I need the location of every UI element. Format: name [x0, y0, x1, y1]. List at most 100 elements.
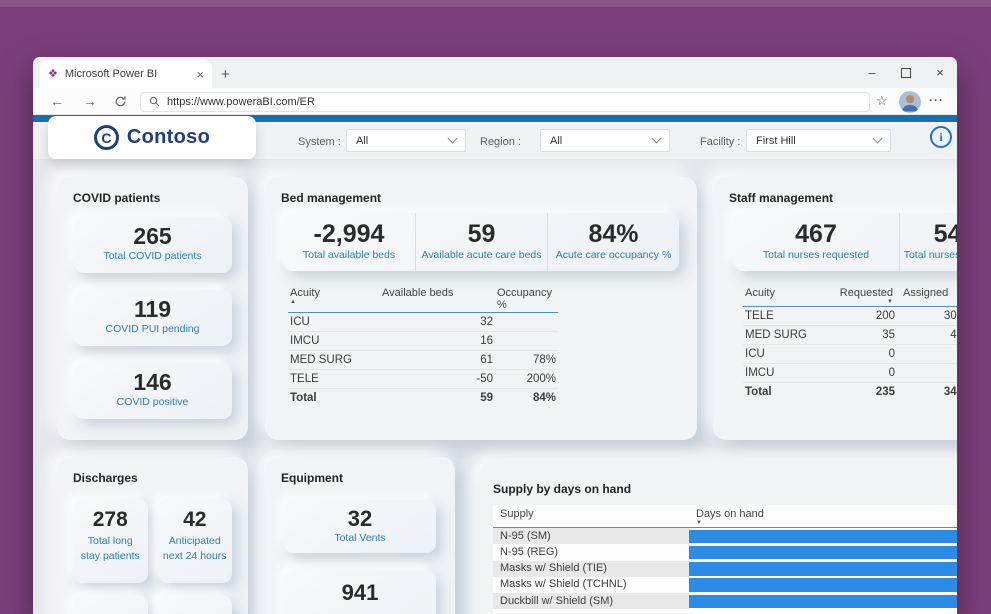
table-row[interactable]: MED SURG 61 78%	[288, 350, 558, 370]
kpi-label: Total nurses assigned	[903, 248, 957, 261]
kpi-value: 146	[133, 369, 172, 395]
kpi-value: 467	[795, 220, 837, 248]
table-row[interactable]: Masks w/ Shield (TIE)	[493, 560, 957, 577]
address-bar[interactable]: https://www.poweraBI.com/ER	[140, 91, 870, 112]
sort-desc-icon: ▼	[696, 520, 702, 526]
column-header-occupancy[interactable]: Occupancy %	[495, 287, 558, 313]
table-row[interactable]: Masks w/ Shield (TCHNL)	[493, 577, 957, 593]
bed-management-card: Bed management -2,994 Total available be…	[265, 177, 697, 440]
bed-table: Acuity ▲ Available beds Occupancy % ICU 32…	[288, 287, 558, 407]
days-on-hand-bar[interactable]	[689, 578, 957, 592]
column-header-assigned[interactable]: Assigned	[897, 287, 957, 307]
region-filter-dropdown[interactable]: All	[540, 129, 670, 152]
column-header-acuity[interactable]: Acuity ▲	[288, 287, 380, 313]
kpi-tile-covid-pui[interactable]: 119 COVID PUI pending	[73, 290, 232, 346]
table-row[interactable]: ICU00	[743, 344, 957, 364]
powerbi-favicon-icon: ❖	[48, 67, 58, 80]
staff-management-card: Staff management 467 Total nurses reques…	[713, 177, 957, 440]
brand-name: Contoso	[126, 126, 211, 148]
kpi-tile-total-covid[interactable]: 265 Total COVID patients	[73, 217, 232, 273]
kpi-value: 119	[133, 296, 172, 322]
sort-desc-icon: ▼	[887, 299, 893, 305]
window-close-button[interactable]: ×	[936, 65, 944, 80]
info-button[interactable]: i	[930, 126, 952, 148]
kpi-tile-covid-positive[interactable]: 146 COVID positive	[73, 363, 232, 419]
contoso-logo-icon: C	[93, 125, 119, 150]
table-row[interactable]: TELE200300	[743, 306, 957, 326]
kpi-label: Anticipated next 24 hours	[162, 535, 227, 562]
kpi-tile-clipped[interactable]	[73, 595, 148, 614]
browser-menu-icon[interactable]: ···	[929, 93, 944, 107]
kpi-tile-941[interactable]: 941	[284, 570, 436, 614]
search-icon	[149, 96, 160, 107]
kpi-value: -2,994	[313, 220, 385, 248]
supply-card: Supply by days on hand Supply Days on ha…	[479, 462, 957, 614]
kpi-label: Available acute care beds	[421, 248, 542, 261]
new-tab-button[interactable]: +	[221, 66, 230, 83]
kpi-label: COVID PUI pending	[105, 323, 200, 335]
table-row[interactable]: Duckbill w/ Shield (SM)	[493, 593, 957, 610]
card-title: Discharges	[73, 471, 138, 485]
kpi-value: 59	[467, 220, 496, 248]
card-title: Staff management	[729, 191, 834, 205]
tab-close-icon[interactable]: ×	[196, 66, 204, 82]
kpi-tile-total-vents[interactable]: 32 Total Vents	[284, 500, 436, 553]
system-filter-dropdown[interactable]: All	[346, 129, 466, 152]
bed-kpi-strip[interactable]: -2,994 Total available beds 59 Available…	[283, 213, 679, 271]
refresh-icon[interactable]	[114, 95, 127, 108]
days-on-hand-bar[interactable]	[689, 529, 957, 543]
kpi-label: Total Vents	[334, 532, 386, 544]
staff-table: Acuity Requested▼ Assigned TELE200300 ME…	[743, 287, 957, 401]
kpi-tile-long-stay[interactable]: 278 Total long stay patients	[73, 499, 148, 583]
region-filter-value: All	[550, 134, 563, 147]
kpi-value: 265	[133, 223, 172, 249]
favorite-star-icon[interactable]: ☆	[876, 93, 888, 108]
days-on-hand-bar[interactable]	[689, 594, 957, 609]
kpi-value: 278	[92, 508, 128, 531]
table-total-row: Total235340	[743, 382, 957, 401]
back-button[interactable]: ←	[50, 93, 64, 109]
kpi-label: Total COVID patients	[103, 250, 202, 262]
facility-filter-value: First Hill	[756, 134, 796, 147]
facility-filter-dropdown[interactable]: First Hill	[746, 129, 891, 152]
table-row[interactable]: IMCU 16	[288, 331, 558, 351]
browser-tab-powerbi[interactable]: ❖ Microsoft Power BI ×	[40, 60, 212, 88]
profile-avatar[interactable]	[899, 90, 921, 113]
kpi-value: 84%	[588, 220, 639, 248]
forward-button[interactable]: →	[83, 93, 97, 109]
days-on-hand-bar[interactable]	[689, 545, 957, 560]
chevron-down-icon	[447, 133, 458, 144]
window-minimize-button[interactable]: –	[868, 65, 876, 80]
column-header-days-on-hand[interactable]: Days on hand ▼	[689, 508, 957, 526]
kpi-value: 941	[341, 580, 379, 605]
chevron-down-icon	[872, 133, 883, 144]
url-text: https://www.poweraBI.com/ER	[167, 95, 315, 108]
kpi-label: COVID positive	[116, 396, 189, 408]
table-row[interactable]: IMCU00	[743, 363, 957, 383]
kpi-tile-anticipated[interactable]: 42 Anticipated next 24 hours	[157, 499, 232, 583]
discharges-card: Discharges 278 Total long stay patients …	[57, 457, 248, 614]
kpi-value: 42	[183, 508, 207, 531]
column-header-acuity[interactable]: Acuity	[743, 287, 833, 307]
table-row[interactable]: TELE -50 200%	[288, 369, 558, 389]
table-row[interactable]: N-95 (SM)	[493, 528, 957, 545]
column-header-supply[interactable]: Supply	[500, 508, 534, 520]
background-highlight	[0, 0, 991, 7]
equipment-card: Equipment 32 Total Vents 941	[265, 457, 455, 614]
region-filter-label: Region :	[480, 136, 521, 148]
column-header-available-beds[interactable]: Available beds	[380, 287, 495, 313]
column-header-requested[interactable]: Requested ▼	[833, 287, 897, 307]
facility-filter-label: Facility :	[700, 136, 741, 148]
window-maximize-button[interactable]	[901, 67, 911, 78]
browser-tab-bar: ❖ Microsoft Power BI × + – ×	[33, 57, 957, 88]
days-on-hand-bar[interactable]	[689, 562, 957, 576]
table-row[interactable]: ICU 32	[288, 312, 558, 332]
kpi-tile-clipped[interactable]	[157, 595, 232, 614]
table-row[interactable]: MED SURG3540	[743, 325, 957, 345]
table-row[interactable]: N-95 (REG)	[493, 544, 957, 560]
kpi-value: 546	[933, 220, 957, 248]
kpi-label: Total available beds	[302, 248, 396, 261]
browser-window: ❖ Microsoft Power BI × + – × ← →	[33, 57, 957, 614]
staff-kpi-strip[interactable]: 467 Total nurses requested 546 Total nur…	[733, 213, 957, 271]
